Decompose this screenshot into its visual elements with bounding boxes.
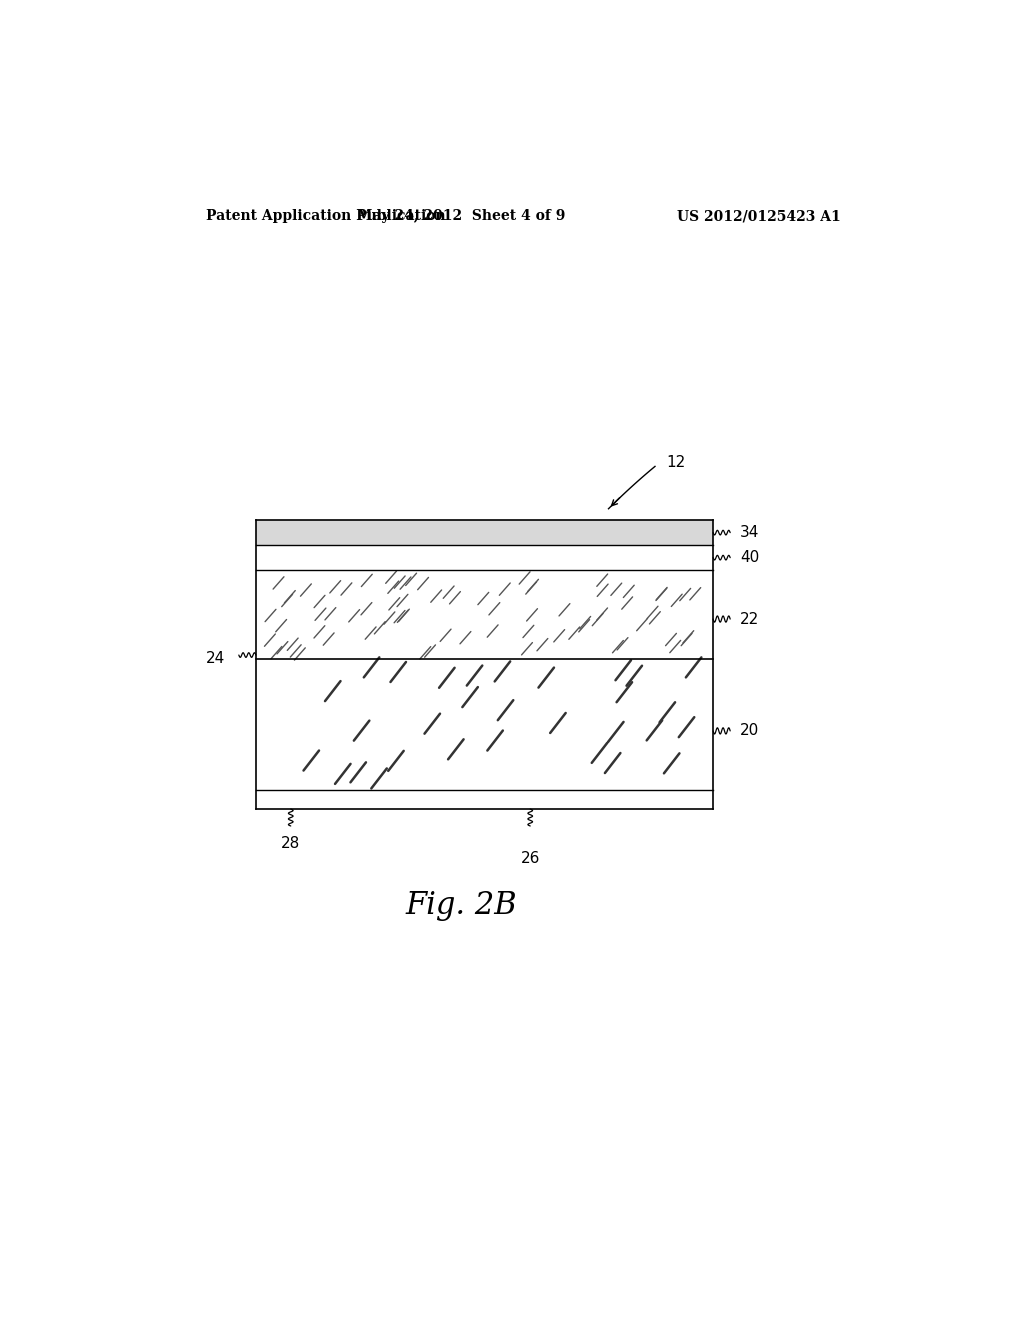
Text: 34: 34 (740, 525, 760, 540)
Text: Fig. 2B: Fig. 2B (406, 890, 517, 921)
Bar (256, 520, 713, 545)
Text: 40: 40 (740, 550, 760, 565)
Bar (256, 659, 713, 789)
Text: 24: 24 (206, 651, 225, 667)
Bar (256, 789, 713, 809)
Bar (256, 545, 713, 570)
Text: May 24, 2012  Sheet 4 of 9: May 24, 2012 Sheet 4 of 9 (357, 209, 565, 223)
Text: Patent Application Publication: Patent Application Publication (206, 209, 445, 223)
Text: 26: 26 (520, 851, 540, 866)
Bar (256, 570, 713, 659)
Text: 22: 22 (740, 611, 760, 627)
Text: 28: 28 (282, 836, 300, 851)
Text: US 2012/0125423 A1: US 2012/0125423 A1 (677, 209, 841, 223)
Text: 12: 12 (667, 455, 686, 470)
Text: 20: 20 (740, 723, 760, 738)
